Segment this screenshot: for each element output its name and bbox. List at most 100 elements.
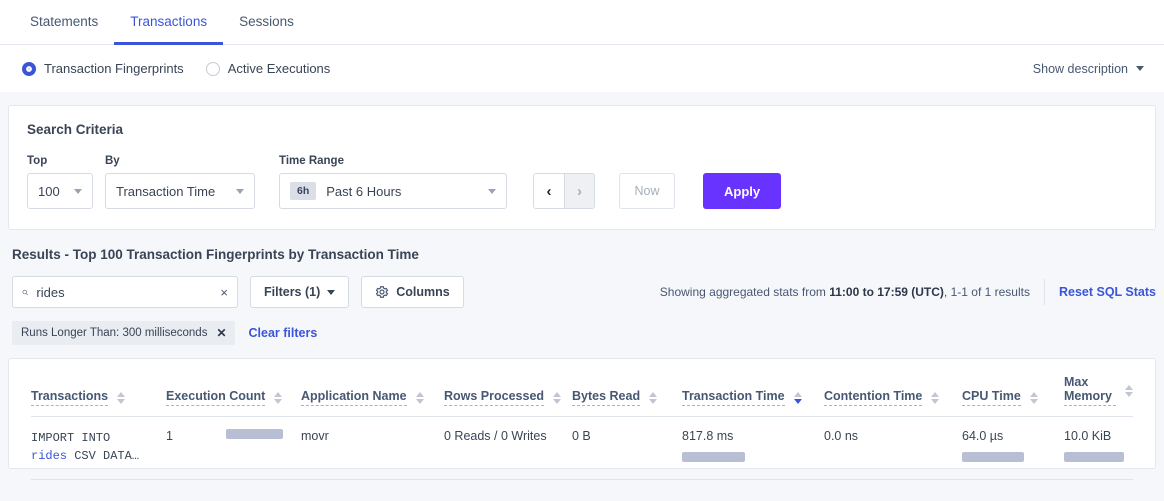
radio-active-executions[interactable]: Active Executions bbox=[205, 61, 330, 76]
results-toolbar: × Filters (1) Columns Showing aggregated… bbox=[12, 276, 1156, 308]
by-value: Transaction Time bbox=[116, 183, 216, 199]
filters-button[interactable]: Filters (1) bbox=[250, 276, 350, 308]
th-rows-processed: Rows Processed bbox=[444, 359, 572, 417]
by-field-group: By Transaction Time bbox=[105, 155, 255, 209]
search-icon bbox=[22, 289, 28, 295]
th-contention-time: Contention Time bbox=[824, 359, 962, 417]
columns-label: Columns bbox=[396, 285, 450, 299]
th-max-memory: Max Memory bbox=[1064, 359, 1133, 417]
radio-transaction-fingerprints[interactable]: Transaction Fingerprints bbox=[22, 61, 184, 76]
th-execution-count-label[interactable]: Execution Count bbox=[166, 389, 266, 406]
radio-transaction-fingerprints-label: Transaction Fingerprints bbox=[44, 61, 184, 76]
transaction-time-value: 817.8 ms bbox=[682, 429, 734, 443]
reset-sql-stats-link[interactable]: Reset SQL Stats bbox=[1058, 285, 1156, 299]
application-name-value: movr bbox=[301, 429, 329, 443]
time-range-badge: 6h bbox=[290, 182, 317, 200]
query-text[interactable]: IMPORT INTO rides CSV DATA… bbox=[31, 429, 151, 465]
chevron-down-icon bbox=[236, 188, 244, 194]
time-prev-button[interactable]: ‹ bbox=[534, 174, 564, 208]
showing-prefix: Showing aggregated stats from bbox=[659, 285, 830, 299]
th-bytes-read: Bytes Read bbox=[572, 359, 682, 417]
th-cpu-time: CPU Time bbox=[962, 359, 1064, 417]
cell-bytes-read: 0 B bbox=[572, 417, 682, 480]
close-icon[interactable]: ✕ bbox=[216, 326, 227, 340]
time-range-label: Time Range bbox=[279, 155, 344, 167]
th-max-memory-label[interactable]: Max Memory bbox=[1064, 375, 1116, 406]
th-rows-processed-label[interactable]: Rows Processed bbox=[444, 389, 545, 406]
cell-contention-time: 0.0 ns bbox=[824, 417, 962, 480]
th-application-name: Application Name bbox=[301, 359, 444, 417]
view-toggle-row: Transaction Fingerprints Active Executio… bbox=[0, 45, 1164, 92]
time-range-select[interactable]: 6h Past 6 Hours bbox=[279, 173, 507, 209]
toolbar-divider bbox=[1043, 279, 1045, 305]
clear-filters-link[interactable]: Clear filters bbox=[248, 326, 318, 340]
sort-cpu-time-icon[interactable] bbox=[1029, 391, 1038, 404]
time-nav-buttons: ‹ › bbox=[533, 173, 595, 209]
clear-search-icon[interactable]: × bbox=[220, 284, 228, 300]
radio-unselected-icon bbox=[205, 61, 220, 76]
sort-transactions-icon[interactable] bbox=[117, 391, 126, 404]
query-line-2-rest: CSV DATA… bbox=[67, 449, 140, 463]
th-transactions-label[interactable]: Transactions bbox=[31, 389, 109, 406]
time-range-value: Past 6 Hours bbox=[326, 183, 402, 199]
sort-application-name-icon[interactable] bbox=[415, 391, 424, 404]
tab-sessions[interactable]: Sessions bbox=[239, 13, 294, 29]
cpu-time-value: 64.0 µs bbox=[962, 429, 1004, 443]
chevron-down-icon bbox=[74, 188, 82, 194]
top-value: 100 bbox=[38, 183, 60, 199]
search-criteria-heading: Search Criteria bbox=[27, 122, 124, 137]
results-title: Results - Top 100 Transaction Fingerprin… bbox=[12, 247, 419, 262]
sort-bytes-read-icon[interactable] bbox=[649, 391, 658, 404]
by-label: By bbox=[105, 155, 120, 167]
filter-chip-label: Runs Longer Than: 300 milliseconds bbox=[21, 327, 208, 339]
showing-range: 11:00 to 17:59 (UTC) bbox=[829, 285, 944, 299]
show-description-toggle[interactable]: Show description bbox=[1033, 62, 1144, 76]
table-body: IMPORT INTO rides CSV DATA… 1 movr 0 Rea… bbox=[31, 417, 1133, 480]
top-select[interactable]: 100 bbox=[27, 173, 93, 209]
sort-transaction-time-icon[interactable] bbox=[793, 391, 802, 404]
cell-application-name: movr bbox=[301, 417, 444, 480]
search-input[interactable] bbox=[36, 284, 213, 300]
showing-stats-text: Showing aggregated stats from 11:00 to 1… bbox=[660, 285, 1030, 299]
chevron-down-icon bbox=[1136, 66, 1144, 71]
chevron-down-icon bbox=[488, 188, 496, 194]
time-next-button: › bbox=[564, 174, 594, 208]
sort-execution-count-icon[interactable] bbox=[274, 391, 283, 404]
th-transaction-time-label[interactable]: Transaction Time bbox=[682, 389, 785, 406]
cell-execution-count: 1 bbox=[166, 417, 301, 480]
th-transactions: Transactions bbox=[31, 359, 166, 417]
page-body: Search Criteria Top 100 By Transaction T… bbox=[0, 105, 1164, 480]
by-select[interactable]: Transaction Time bbox=[105, 173, 255, 209]
tab-transactions[interactable]: Transactions bbox=[114, 0, 224, 45]
query-search-match: rides bbox=[31, 449, 68, 463]
max-memory-bar bbox=[1064, 452, 1124, 462]
th-execution-count: Execution Count bbox=[166, 359, 301, 417]
bytes-read-value: 0 B bbox=[572, 429, 591, 443]
contention-time-value: 0.0 ns bbox=[824, 429, 859, 443]
search-criteria-fields: Top 100 By Transaction Time Time Range 6… bbox=[27, 155, 1137, 209]
sort-rows-processed-icon[interactable] bbox=[553, 391, 562, 404]
results-table-card: Transactions Execution Count bbox=[8, 358, 1156, 480]
th-bytes-read-label[interactable]: Bytes Read bbox=[572, 389, 641, 406]
columns-button[interactable]: Columns bbox=[361, 276, 464, 308]
time-range-field-group: Time Range 6h Past 6 Hours bbox=[279, 155, 507, 209]
sort-max-memory-icon[interactable] bbox=[1125, 384, 1133, 397]
query-line-1: IMPORT INTO bbox=[31, 431, 111, 445]
apply-button[interactable]: Apply bbox=[703, 173, 782, 209]
rows-processed-value: 0 Reads / 0 Writes bbox=[444, 429, 547, 443]
th-cpu-time-label[interactable]: CPU Time bbox=[962, 389, 1021, 406]
th-contention-time-label[interactable]: Contention Time bbox=[824, 389, 923, 406]
tab-statements[interactable]: Statements bbox=[30, 13, 99, 29]
transactions-table: Transactions Execution Count bbox=[31, 359, 1133, 480]
th-application-name-label[interactable]: Application Name bbox=[301, 389, 407, 406]
cell-cpu-time: 64.0 µs bbox=[962, 417, 1064, 480]
sort-contention-time-icon[interactable] bbox=[931, 391, 940, 404]
table-row[interactable]: IMPORT INTO rides CSV DATA… 1 movr 0 Rea… bbox=[31, 417, 1133, 480]
top-label: Top bbox=[27, 155, 48, 167]
transaction-time-bar bbox=[682, 452, 745, 462]
th-transaction-time: Transaction Time bbox=[682, 359, 824, 417]
table-head: Transactions Execution Count bbox=[31, 359, 1133, 417]
search-criteria-card: Search Criteria Top 100 By Transaction T… bbox=[8, 105, 1156, 230]
search-box[interactable]: × bbox=[12, 276, 238, 308]
active-filter-chips: Runs Longer Than: 300 milliseconds ✕ Cle… bbox=[12, 321, 1156, 345]
